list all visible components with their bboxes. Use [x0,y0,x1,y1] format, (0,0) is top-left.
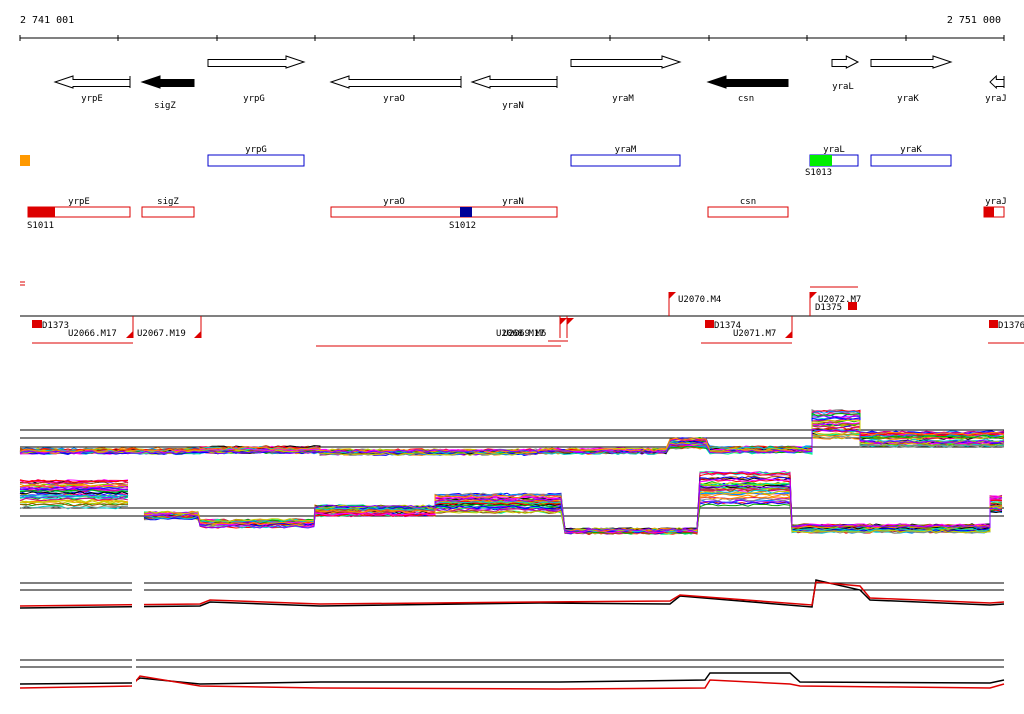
red-site-end[interactable] [984,207,994,217]
feature-label-D1374: D1374 [714,321,741,331]
panel-gap [132,580,144,615]
orange-marker [20,155,30,166]
forward-box-label: yraM [615,145,637,155]
gene-arrow-yraM[interactable] [570,55,682,69]
feature-flag[interactable] [810,292,817,299]
gene-arrow-yrpE[interactable] [53,75,131,89]
panel-gap [132,655,136,695]
gene-label-yraM: yraM [612,94,634,104]
reverse-box-sigZ[interactable] [141,206,195,218]
gene-label-yrpG: yrpG [243,94,265,104]
feature-label-U2066: U2066.M17 [68,329,117,339]
gene-label-yraL: yraL [832,82,854,92]
red-site[interactable] [28,207,55,217]
gene-arrow-yraO[interactable] [329,75,462,89]
feature-label-D1375: D1375 [815,303,842,313]
ruler-end-label: 2 751 000 [947,15,1001,26]
feature-flag[interactable] [194,331,201,338]
expression-line [19,428,1005,455]
feature-label-U2070: U2070.M4 [678,295,721,305]
feature-label-D1373: D1373 [42,321,69,331]
site-label-S1012: S1012 [449,221,476,231]
feature-block[interactable] [705,320,714,328]
feature-label-U2069: U2069.M6 [503,329,546,339]
feature-flag[interactable] [126,331,133,338]
expression-panel-1 [19,408,1005,457]
expression-line [19,675,1005,690]
expression-line [19,672,1005,685]
feature-label-U2068: U2068.M17 [496,329,545,339]
reverse-box-yraO[interactable] [330,206,462,218]
feature-block[interactable] [989,320,998,328]
gene-label-yraJ: yraJ [985,94,1007,104]
feature-block[interactable] [848,302,857,310]
navy-site[interactable] [460,207,472,217]
site-label-S1011: S1011 [27,221,54,231]
expression-panel-4 [19,659,1005,690]
gene-arrow-yraN[interactable] [470,75,558,89]
forward-box-yraK[interactable] [870,154,952,167]
gene-label-sigZ: sigZ [154,101,176,111]
expression-line [19,431,1005,454]
reverse-box-label: yrpE [68,197,90,207]
expression-panel-2 [19,470,1004,536]
gene-track: yrpE sigZ yrpG yraO yraN yraM csn yraL yraK yraJ [53,55,1007,111]
reverse-box-label: yraJ [985,197,1007,207]
gene-arrow-sigZ[interactable] [140,75,195,89]
expression-line [19,581,1005,607]
feature-flag[interactable] [560,318,567,325]
feature-label-D1376: D1376 [998,321,1024,331]
gene-arrow-yraL[interactable] [831,55,860,69]
expression-line [19,490,1003,534]
forward-box-yrpG[interactable] [207,154,305,167]
reverse-box-yraN[interactable] [460,206,558,218]
gene-arrow-yrpG[interactable] [207,55,306,69]
reverse-box-label: sigZ [157,197,179,207]
site-label-S1013: S1013 [805,168,832,178]
feature-label-U2072: U2072.M7 [818,295,861,305]
forward-box-label: yraK [900,145,922,155]
gene-arrow-csn[interactable] [706,75,789,89]
expression-panels [19,408,1005,695]
coordinate-ruler: 2 741 001 2 751 000 [19,15,1005,41]
feature-label-U2071: U2071.M7 [733,329,776,339]
ruler-start-label: 2 741 001 [20,15,74,26]
feature-block[interactable] [32,320,42,328]
forward-annotation-track: yrpG yraM yraL yraK S1013 [20,145,952,178]
green-site[interactable] [810,155,832,166]
gene-label-yraN: yraN [502,101,524,111]
ruler-ticks [19,35,1005,41]
reverse-box-csn[interactable] [707,206,789,218]
reverse-box-label: yraO [383,197,405,207]
feature-label-U2067: U2067.M19 [137,329,186,339]
gene-arrow-yraJ[interactable] [989,74,1005,90]
forward-box-label: yrpG [245,145,267,155]
expression-line [19,484,1003,532]
feature-flag[interactable] [669,292,676,299]
expression-panel-3 [19,579,1005,609]
reverse-box-label: csn [740,197,756,207]
forward-box-yraM[interactable] [570,154,681,167]
gene-arrow-yraK[interactable] [870,55,953,69]
gene-label-csn: csn [738,94,754,104]
expression-line [19,419,1005,456]
reverse-box-label: yraN [502,197,524,207]
forward-box-label: yraL [823,145,845,155]
feature-flag[interactable] [567,318,574,325]
expression-line [19,579,1005,609]
reverse-annotation-track: yrpE sigZ yraO yraN csn yraJ S1011 S1012 [27,197,1007,231]
gene-label-yraO: yraO [383,94,405,104]
gene-label-yrpE: yrpE [81,94,103,104]
feature-flag[interactable] [785,331,792,338]
gene-label-yraK: yraK [897,94,919,104]
